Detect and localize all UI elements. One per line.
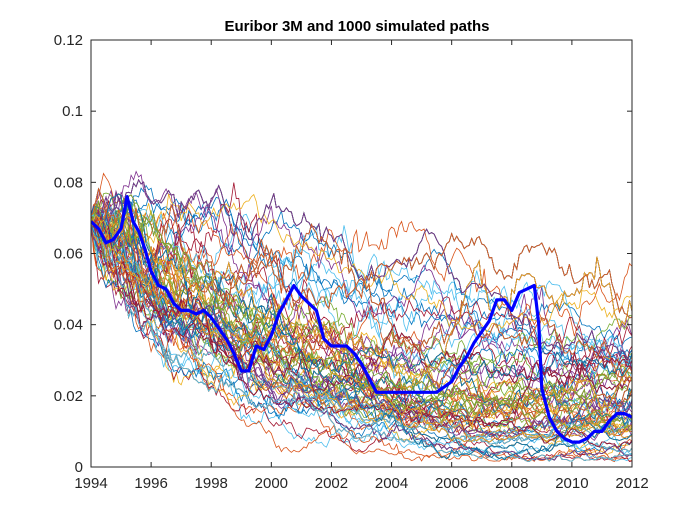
x-tick-label: 1998 [195, 475, 228, 492]
simulated-paths [91, 170, 632, 463]
simulated-path [91, 178, 632, 375]
simulated-path [91, 225, 632, 453]
simulated-path [91, 214, 632, 365]
y-axis: 0 0.02 0.04 0.06 0.08 0.1 0.12 [54, 32, 632, 476]
simulated-path [91, 210, 632, 441]
simulated-path [91, 215, 632, 441]
y-tick-label: 0.12 [54, 32, 83, 49]
simulated-path [91, 193, 632, 333]
y-tick-label: 0.06 [54, 246, 83, 263]
x-tick-label: 2008 [495, 475, 528, 492]
chart-title: Euribor 3M and 1000 simulated paths [224, 18, 489, 35]
euribor-3m-line [91, 195, 632, 444]
simulated-path [91, 226, 632, 461]
simulated-path [91, 213, 632, 427]
historical-series [91, 195, 632, 444]
simulated-path [91, 221, 632, 453]
simulated-path [91, 202, 632, 374]
x-tick-label: 1996 [134, 475, 167, 492]
y-tick-label: 0.04 [54, 317, 83, 334]
y-tick-label: 0.02 [54, 388, 83, 405]
simulated-path [91, 200, 632, 457]
x-tick-label: 2012 [615, 475, 648, 492]
x-axis: 1994 1996 1998 2000 2002 2004 2006 2008 2010 2012 [74, 40, 649, 492]
simulated-path [91, 214, 632, 462]
simulated-path [91, 170, 632, 437]
simulated-path [91, 206, 632, 462]
y-tick-label: 0.1 [62, 103, 83, 120]
simulated-path [91, 193, 632, 461]
simulated-path [91, 196, 632, 371]
x-tick-label: 2002 [315, 475, 348, 492]
simulated-path [91, 215, 632, 443]
x-tick-label: 1994 [74, 475, 107, 492]
y-tick-label: 0 [75, 459, 83, 476]
x-tick-label: 2004 [375, 475, 408, 492]
simulated-path [91, 195, 632, 347]
simulated-path [91, 216, 632, 319]
simulated-path [91, 215, 632, 379]
simulated-path [91, 203, 632, 378]
x-tick-label: 2006 [435, 475, 468, 492]
simulated-path [91, 226, 632, 436]
y-tick-label: 0.08 [54, 174, 83, 191]
x-tick-label: 2000 [255, 475, 288, 492]
x-tick-label: 2010 [555, 475, 588, 492]
